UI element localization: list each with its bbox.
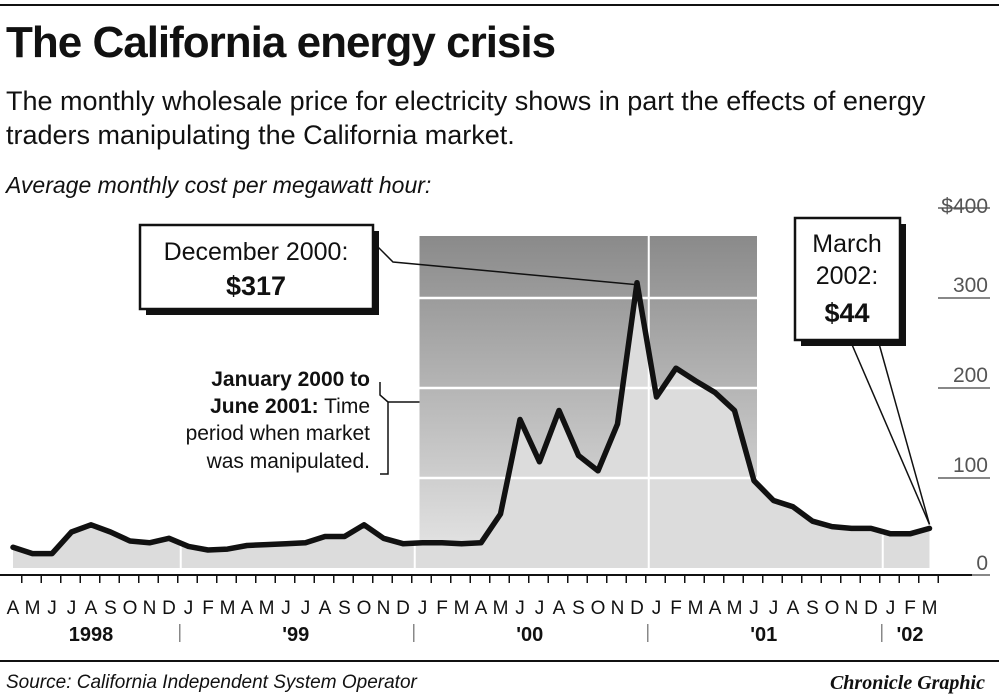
month-label: O [825,598,840,619]
month-label: S [338,598,351,619]
callout-march-2002-box [793,216,902,342]
callout-leader [849,339,931,525]
month-label: M [259,598,275,619]
chart-caption: Average monthly cost per megawatt hour: [6,172,432,198]
month-label: M [727,598,743,619]
month-label: J [769,598,779,619]
month-label: M [688,598,704,619]
month-label: J [652,598,662,619]
callout-leader [877,339,931,525]
callout-march-2002-label: March [812,230,881,258]
month-label: J [47,598,57,619]
callout-march-2002-value: $44 [824,298,869,328]
month-label: A [7,598,20,619]
manipulation-note-line: January 2000 to [211,368,370,391]
manipulation-bracket [379,382,389,475]
month-label: S [572,598,585,619]
callout-march-2002-label: 2002: [816,262,879,290]
year-label: '02 [896,624,923,646]
month-label: M [25,598,41,619]
manipulation-note-line: June 2001: Time [210,395,370,418]
month-label: F [436,598,448,619]
month-label: A [787,598,800,619]
month-label: A [709,598,722,619]
month-label: J [515,598,525,619]
year-label: '01 [750,624,777,646]
month-label: D [162,598,176,619]
month-label: S [806,598,819,619]
month-label: N [377,598,391,619]
month-label: D [864,598,878,619]
series-line [10,279,933,557]
callout-leader [372,241,638,286]
month-label: J [67,598,77,619]
y-tick-label: $400 [941,195,988,218]
year-label: 1998 [69,624,114,646]
manipulation-note-line: period when market [186,422,371,445]
y-tick-label: 300 [953,274,988,297]
month-label: J [749,598,759,619]
month-label: O [123,598,138,619]
year-label: '00 [516,624,543,646]
callout-december-2000-box [138,223,375,311]
month-label: F [904,598,916,619]
month-label: M [220,598,236,619]
month-label: J [281,598,291,619]
month-label: F [670,598,682,619]
chart-title: The California energy crisis [6,18,556,67]
bottom-rule [0,660,999,662]
month-label: O [591,598,606,619]
month-label: A [319,598,332,619]
callout-december-2000-value: $317 [226,271,286,301]
top-rule [0,4,999,6]
callout-december-2000-label: December 2000: [164,238,349,266]
month-label: D [396,598,410,619]
month-label: M [922,598,938,619]
month-label: A [475,598,488,619]
manipulation-note-line: was manipulated. [206,450,370,473]
y-tick-label: 200 [953,364,988,387]
month-label: A [553,598,566,619]
month-label: J [184,598,194,619]
month-label: O [357,598,372,619]
credit-note: Chronicle Graphic [829,672,985,694]
month-label: M [454,598,470,619]
month-label: F [202,598,214,619]
area-fill [13,282,930,568]
month-label: A [85,598,98,619]
source-note: Source: California Independent System Op… [6,672,417,693]
month-label: A [241,598,254,619]
month-label: M [493,598,509,619]
month-label: J [886,598,896,619]
month-label: J [418,598,428,619]
month-label: N [611,598,625,619]
y-tick-label: 100 [953,454,988,477]
year-label: '99 [282,624,309,646]
month-label: N [143,598,157,619]
y-tick-label: 0 [976,552,988,575]
month-label: N [845,598,859,619]
month-label: J [301,598,311,619]
month-label: S [104,598,117,619]
month-label: D [630,598,644,619]
month-label: J [535,598,545,619]
chart-subtitle: The monthly wholesale price for electric… [6,86,926,150]
